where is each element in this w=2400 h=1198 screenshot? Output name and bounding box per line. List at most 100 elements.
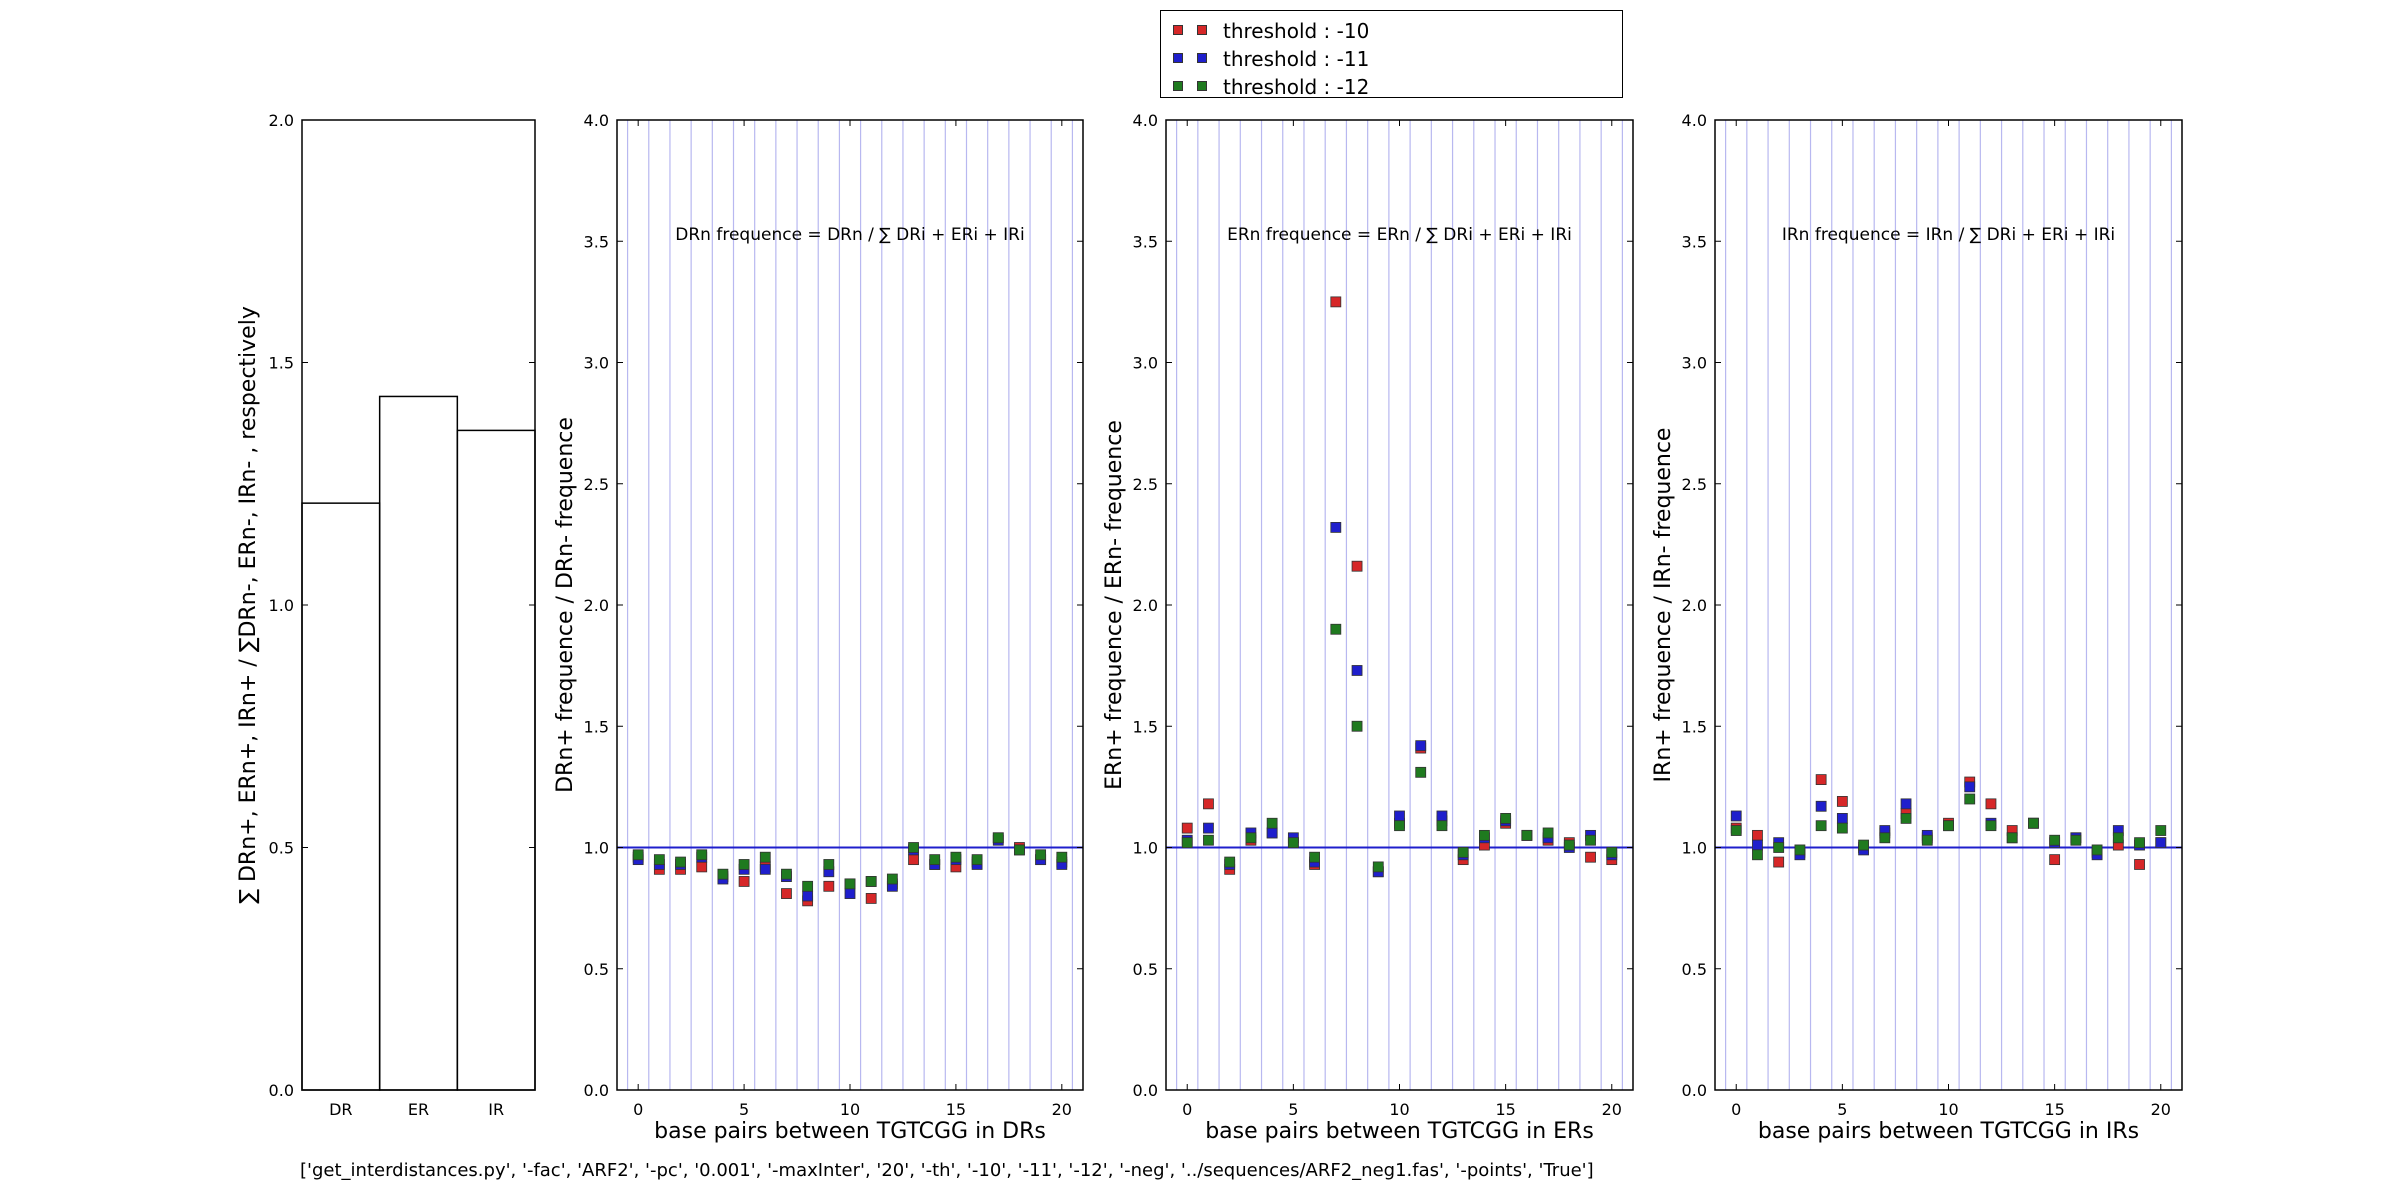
panel2-point-s3-x18 xyxy=(1563,839,1575,851)
legend-entry: threshold : -12 xyxy=(1161,73,1622,101)
panel2-point-s2-x8 xyxy=(1351,665,1363,676)
panel1-point-s1-x5 xyxy=(738,876,750,887)
panel3-y-tick-label: 0.0 xyxy=(1682,1081,1707,1100)
panel3-point-s1-x12 xyxy=(1985,798,1997,810)
panel2-plot-frame xyxy=(1165,119,1634,1091)
bar-ir xyxy=(456,429,536,1091)
panel1-point-s3-x2 xyxy=(675,856,686,868)
panel1-y-tick-label: 0.0 xyxy=(584,1081,609,1100)
legend-marker xyxy=(1197,25,1207,35)
panel2-point-s3-x17 xyxy=(1542,827,1554,839)
panel2-point-s2-x4 xyxy=(1266,827,1278,839)
panel1-point-s2-x8 xyxy=(802,890,814,902)
legend: threshold : -10 threshold : -11 threshold … xyxy=(1160,10,1623,101)
panel3-point-s3-x9 xyxy=(1921,834,1933,846)
panel2-x-tick-label: 20 xyxy=(1602,1100,1622,1119)
panel2-point-s3-x20 xyxy=(1606,846,1618,858)
panel1-x-tick-label: 10 xyxy=(840,1100,860,1119)
legend-marker xyxy=(1197,81,1207,91)
panel2-point-s3-x5 xyxy=(1287,837,1299,849)
panel3-point-s3-x18 xyxy=(2112,832,2124,844)
panel3-point-s3-x4 xyxy=(1815,820,1827,832)
panel2-point-s3-x13 xyxy=(1457,846,1469,858)
bar-plot-frame xyxy=(301,119,536,1091)
panel3-point-s3-x8 xyxy=(1900,813,1912,824)
panel1-y-tick-label: 2.5 xyxy=(584,475,609,494)
panel3-point-s1-x15 xyxy=(2049,854,2061,866)
panel3-x-axis-label: base pairs between TGTCGG in IRs xyxy=(1758,1119,2139,1144)
panel1-point-s3-x9 xyxy=(823,859,835,870)
panel3-plot-frame xyxy=(1714,119,2183,1091)
panel3-point-s3-x12 xyxy=(1985,820,1997,832)
panel2-point-s3-x7 xyxy=(1330,623,1342,635)
panel1-point-s3-x20 xyxy=(1056,851,1068,863)
panel2-point-s1-x19 xyxy=(1585,851,1596,863)
panel3-point-s3-x17 xyxy=(2091,844,2103,856)
panel1-point-s3-x14 xyxy=(929,854,941,866)
legend-entry: threshold : -11 xyxy=(1161,45,1622,73)
panel1-y-tick-label: 3.0 xyxy=(584,354,609,373)
panel3-formula-annotation: IRn frequence = IRn / ∑ DRi + ERi + IRi xyxy=(1782,225,2115,245)
legend-marker xyxy=(1173,81,1183,91)
panel1-y-axis-label: DRn+ frequence / DRn- frequence xyxy=(553,417,578,793)
panel2-point-s3-x14 xyxy=(1479,829,1490,841)
x-tick-label-ir: IR xyxy=(488,1100,504,1119)
panel1-point-s2-x10 xyxy=(844,888,856,899)
panel1-point-s3-x10 xyxy=(844,878,856,890)
panel2-x-tick-label: 5 xyxy=(1288,1100,1298,1119)
panel3-y-tick-label: 3.0 xyxy=(1682,354,1707,373)
panel3-point-s2-x5 xyxy=(1836,813,1848,824)
panel3-point-s3-x14 xyxy=(2028,817,2039,829)
panel2-point-s3-x19 xyxy=(1585,834,1596,846)
legend-marker xyxy=(1197,53,1207,63)
legend-marker xyxy=(1173,25,1183,35)
panel2-formula-annotation: ERn frequence = ERn / ∑ DRi + ERi + IRi xyxy=(1227,225,1572,245)
panel3-point-s3-x2 xyxy=(1773,842,1785,853)
panel1-point-s3-x0 xyxy=(632,849,644,861)
panel2-point-s3-x16 xyxy=(1521,829,1533,841)
panel2-point-s1-x8 xyxy=(1351,560,1363,572)
panel2-point-s3-x6 xyxy=(1309,851,1320,863)
panel1-point-s3-x12 xyxy=(886,873,898,885)
panel2-point-s3-x1 xyxy=(1203,834,1214,846)
panel2-point-s1-x0 xyxy=(1181,822,1193,834)
panel1-y-tick-label: 4.0 xyxy=(584,111,609,130)
panel2-y-tick-label: 0.5 xyxy=(1133,960,1158,979)
legend-label: threshold : -11 xyxy=(1223,47,1370,71)
panel2-point-s3-x0 xyxy=(1181,837,1193,849)
panel2-x-tick-label: 15 xyxy=(1495,1100,1515,1119)
panel2-x-tick-label: 0 xyxy=(1182,1100,1192,1119)
panel3-y-tick-label: 4.0 xyxy=(1682,111,1707,130)
panel1-y-tick-label: 1.0 xyxy=(584,839,609,858)
panel3-point-s3-x6 xyxy=(1858,839,1869,851)
panel2-y-tick-label: 3.0 xyxy=(1133,354,1158,373)
panel2-point-s1-x1 xyxy=(1203,798,1214,810)
panel3-x-tick-label: 0 xyxy=(1731,1100,1741,1119)
bar-er xyxy=(378,395,459,1091)
panel1-point-s1-x7 xyxy=(781,888,792,899)
panel1-x-tick-label: 20 xyxy=(1052,1100,1072,1119)
legend-label: threshold : -10 xyxy=(1223,19,1370,43)
legend-label: threshold : -12 xyxy=(1223,75,1370,99)
panel2-point-s3-x2 xyxy=(1224,856,1236,868)
panel3-point-s2-x8 xyxy=(1900,798,1912,810)
panel3-point-s3-x15 xyxy=(2049,834,2061,846)
panel1-y-tick-label: 0.5 xyxy=(584,960,609,979)
panel3-point-s2-x11 xyxy=(1964,781,1976,793)
panel1-x-tick-label: 0 xyxy=(633,1100,643,1119)
panel2-point-s3-x11 xyxy=(1415,766,1427,778)
panel1-point-s3-x16 xyxy=(971,854,983,866)
panel2-point-s1-x7 xyxy=(1330,296,1342,308)
panel3-point-s3-x13 xyxy=(2006,832,2018,844)
panel3-point-s1-x5 xyxy=(1836,796,1848,807)
legend-marker xyxy=(1173,53,1183,63)
panel3-point-s1-x2 xyxy=(1773,856,1785,868)
panel1-point-s3-x3 xyxy=(696,849,708,861)
panel3-point-s3-x3 xyxy=(1794,844,1806,856)
bar-y-axis-label: ∑ DRn+, ERn+, IRn+ / ∑DRn-, ERn-, IRn- ,… xyxy=(236,306,261,904)
panel3-point-s3-x1 xyxy=(1752,849,1763,861)
panel3-x-tick-label: 20 xyxy=(2151,1100,2171,1119)
panel3-point-s1-x1 xyxy=(1752,829,1763,841)
panel3-y-tick-label: 3.5 xyxy=(1682,232,1707,251)
